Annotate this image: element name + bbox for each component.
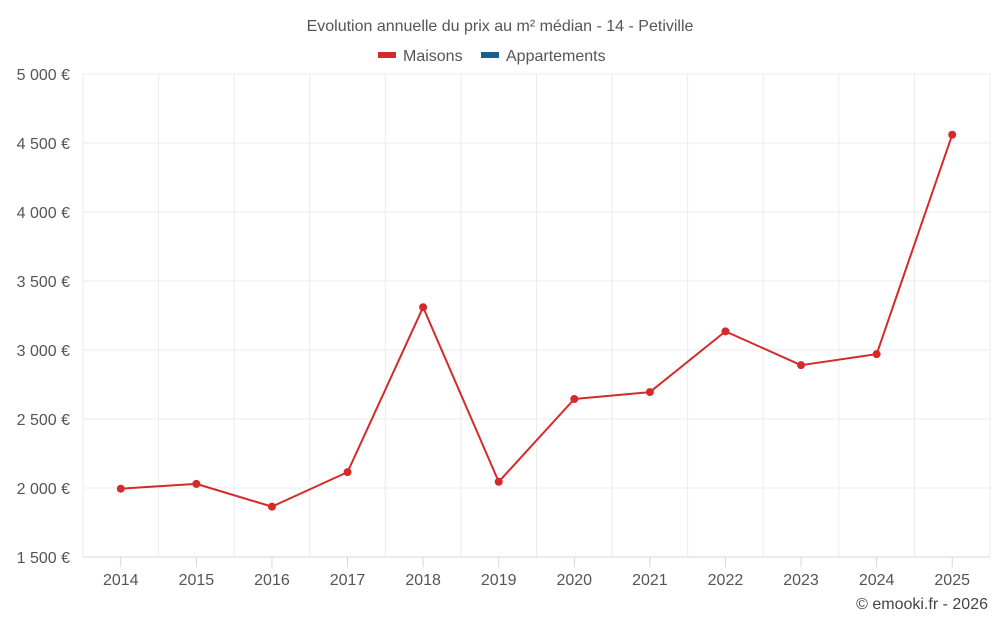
x-tick-label: 2025 — [934, 572, 970, 589]
legend: Maisons Appartements — [378, 48, 606, 65]
data-point-maisons[interactable] — [645, 388, 654, 397]
y-tick-label: 4 500 € — [17, 136, 70, 153]
data-point-maisons[interactable] — [872, 350, 881, 359]
x-tick-label: 2024 — [859, 572, 895, 589]
x-tick-label: 2015 — [179, 572, 215, 589]
x-tick-label: 2020 — [556, 572, 592, 589]
legend-item-appartements[interactable]: Appartements — [481, 48, 606, 65]
axes: 1 500 € 2 000 € 2 500 € 3 000 € 3 500 € 4 000… — [17, 67, 990, 589]
y-tick-label: 5 000 € — [17, 67, 70, 84]
y-tick-label: 3 500 € — [17, 274, 70, 291]
grid — [82, 73, 991, 557]
x-tick-label: 2014 — [103, 572, 139, 589]
y-tick-label: 2 000 € — [17, 481, 70, 498]
legend-item-maisons[interactable]: Maisons — [378, 48, 463, 65]
y-tick-label: 2 500 € — [17, 412, 70, 429]
x-tick-label: 2022 — [708, 572, 744, 589]
y-tick-label: 3 000 € — [17, 343, 70, 360]
x-tick-label: 2023 — [783, 572, 819, 589]
data-point-maisons[interactable] — [570, 394, 579, 403]
x-tick-label: 2016 — [254, 572, 290, 589]
data-point-maisons[interactable] — [419, 303, 428, 312]
chart-title: Evolution annuelle du prix au m² médian … — [307, 18, 694, 35]
x-tick-label: 2018 — [405, 572, 441, 589]
series-line-maisons — [120, 134, 954, 508]
x-tick-label: 2021 — [632, 572, 668, 589]
y-tick-label: 4 000 € — [17, 205, 70, 222]
series-maisons — [116, 130, 957, 511]
x-tick-label: 2017 — [330, 572, 366, 589]
x-tick-label: 2019 — [481, 572, 517, 589]
data-point-maisons[interactable] — [797, 361, 806, 370]
data-point-maisons[interactable] — [116, 484, 125, 493]
data-point-maisons[interactable] — [948, 130, 957, 139]
data-point-maisons[interactable] — [192, 479, 201, 488]
data-point-maisons[interactable] — [721, 327, 730, 336]
data-point-maisons[interactable] — [494, 477, 503, 486]
legend-swatch-maisons — [378, 52, 396, 58]
credit-text: © emooki.fr - 2026 — [856, 596, 988, 613]
data-point-maisons[interactable] — [267, 502, 276, 511]
y-tick-label: 1 500 € — [17, 550, 70, 567]
legend-label-appartements: Appartements — [506, 48, 606, 65]
legend-swatch-appartements — [481, 52, 499, 58]
legend-label-maisons: Maisons — [403, 48, 463, 65]
data-point-maisons[interactable] — [343, 468, 352, 477]
